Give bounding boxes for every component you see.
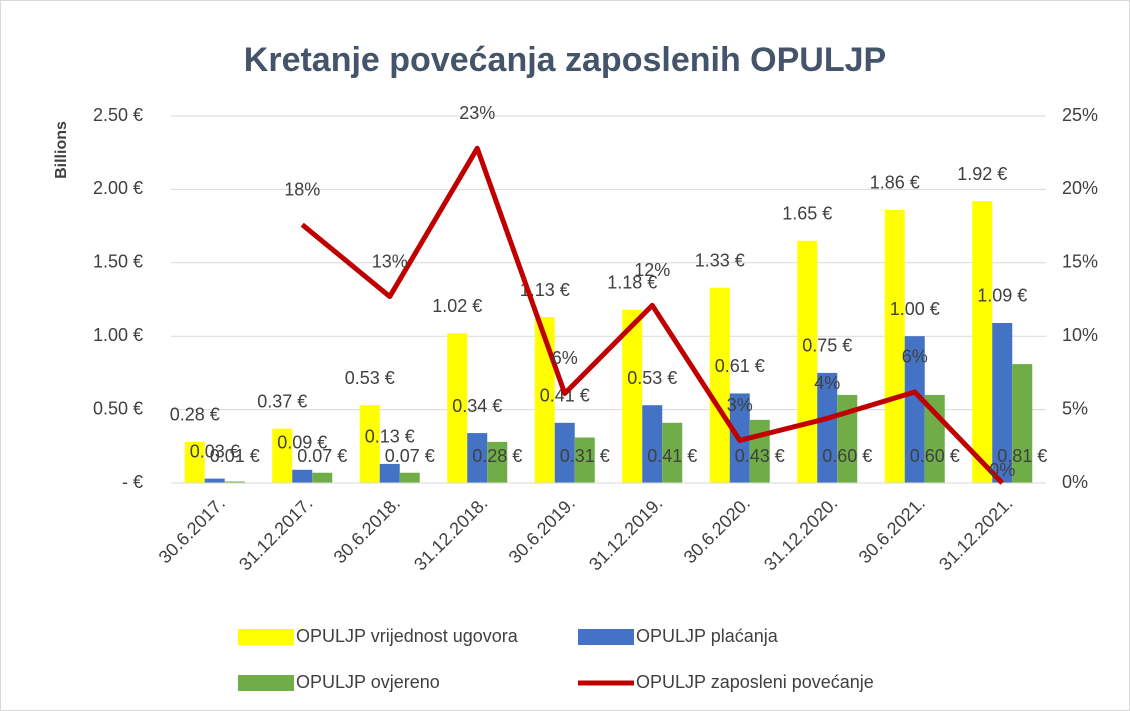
bar (312, 472, 333, 483)
data-label: 1.13 € (520, 280, 570, 300)
data-label: 3% (727, 395, 753, 415)
bar (487, 441, 508, 483)
data-label: 0.75 € (802, 336, 852, 356)
bar (884, 209, 905, 483)
legend-swatch (238, 629, 294, 645)
bar (292, 469, 313, 483)
bar (972, 201, 993, 484)
bar (359, 405, 380, 483)
data-label: 0.81 € (997, 446, 1047, 466)
bar (447, 333, 468, 483)
bar (467, 433, 488, 483)
y-tick-label: 0.50 € (93, 398, 143, 418)
data-label: 0.53 € (627, 368, 677, 388)
data-label: 0.43 € (735, 446, 785, 466)
data-label: 0.60 € (822, 446, 872, 466)
data-label: 1.33 € (695, 251, 745, 271)
data-label: 0.28 € (472, 446, 522, 466)
data-label: 0.37 € (257, 391, 307, 411)
data-label: 0.61 € (715, 356, 765, 376)
line (300, 145, 1005, 485)
data-label: 13% (372, 251, 408, 271)
y-tick-label: 1.50 € (93, 252, 143, 272)
bar (379, 463, 400, 483)
data-label: 1.02 € (432, 296, 482, 316)
data-label: 1.18 € (607, 273, 657, 293)
bar (622, 309, 643, 483)
data-label: 0% (989, 460, 1015, 480)
legend-label: OPULJP vrijednost ugovora (296, 626, 519, 646)
data-label: 23% (459, 103, 495, 123)
y-tick-label: - € (122, 472, 143, 492)
y2-tick-label: 25% (1062, 105, 1098, 125)
legend-swatch (578, 629, 634, 645)
data-label: 0.03 € (190, 441, 240, 461)
data-label: 0.09 € (277, 433, 327, 453)
y-tick-label: 2.50 € (93, 105, 143, 125)
data-label: 1.86 € (870, 173, 920, 193)
y2-tick-label: 15% (1062, 252, 1098, 272)
bar (184, 441, 205, 483)
bar (224, 481, 245, 483)
legend-swatch (238, 675, 294, 691)
y2-tick-label: 5% (1062, 398, 1088, 418)
chart-title: Kretanje povećanja zaposlenih OPULJP (244, 41, 886, 79)
data-label: 0.31 € (560, 446, 610, 466)
bar (797, 240, 818, 483)
bar (992, 322, 1013, 483)
y2-tick-label: 20% (1062, 178, 1098, 198)
bar (1012, 364, 1033, 483)
data-label: 1.65 € (782, 204, 832, 224)
bar (904, 336, 925, 483)
bar (837, 394, 858, 483)
y-tick-label: 2.00 € (93, 178, 143, 198)
data-label: 12% (634, 260, 670, 280)
bar (204, 478, 225, 483)
bar (272, 428, 293, 483)
bar (662, 422, 683, 483)
data-label: 0.07 € (385, 446, 435, 466)
y2-tick-label: 0% (1062, 472, 1088, 492)
data-label: 0.13 € (365, 427, 415, 447)
bar (554, 422, 575, 483)
legend-label: OPULJP zaposleni povećanje (636, 672, 874, 692)
data-label: 0.60 € (910, 446, 960, 466)
data-label: 1.92 € (957, 164, 1007, 184)
data-label: 0.01 € (210, 446, 260, 466)
bar (642, 405, 663, 483)
y2-tick-label: 10% (1062, 325, 1098, 345)
legend-label: OPULJP ovjereno (296, 672, 440, 692)
y-tick-label: 1.00 € (93, 325, 143, 345)
data-label: 18% (284, 179, 320, 199)
legend-label: OPULJP plaćanja (636, 626, 779, 646)
bar (399, 472, 420, 483)
data-label: 6% (552, 348, 578, 368)
data-label: 4% (814, 373, 840, 393)
data-label: 1.00 € (890, 299, 940, 319)
data-label: 0.41 € (647, 446, 697, 466)
bar (817, 372, 838, 483)
bar (709, 287, 730, 483)
bar (574, 437, 595, 483)
data-label: 0.28 € (170, 405, 220, 425)
y-axis-label: Billions (53, 121, 70, 179)
data-label: 1.09 € (977, 286, 1027, 306)
data-label: 0.34 € (452, 396, 502, 416)
data-label: 0.53 € (345, 368, 395, 388)
data-label: 6% (902, 347, 928, 367)
data-label: 0.07 € (297, 446, 347, 466)
